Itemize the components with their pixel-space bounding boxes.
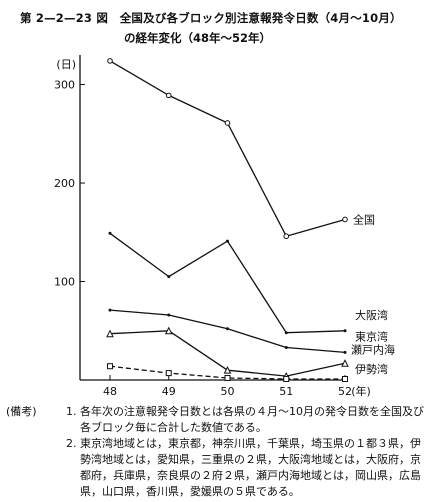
- data-point-1-1: [167, 275, 171, 279]
- data-point-0-1: [165, 92, 172, 99]
- note-text-1: 各年次の注意報発令日数とは各県の４月〜10月の発令日数を全国及び各ブロック毎に合…: [80, 405, 424, 434]
- notes-heading: (備考): [6, 405, 37, 418]
- data-point-4-4: [342, 376, 348, 383]
- series-label-3: 瀬戸内海: [351, 342, 395, 356]
- data-point-1-0: [108, 231, 112, 235]
- series-label-2: 東京湾: [355, 329, 388, 343]
- data-point-3-4: [341, 359, 349, 367]
- x-tick-label-50: 50: [221, 385, 235, 398]
- data-point-3-0: [106, 329, 114, 338]
- data-point-2-2: [226, 327, 229, 331]
- data-point-2-3: [284, 346, 288, 349]
- note-number-2: 2.: [66, 437, 77, 450]
- data-point-0-3: [283, 233, 290, 240]
- chart-subtitle: の経年変化（48年〜52年）: [124, 31, 272, 45]
- data-point-0-2: [224, 120, 231, 126]
- data-point-4-2: [224, 375, 231, 382]
- data-point-3-1: [164, 326, 173, 335]
- x-tick-label-48: 48: [103, 385, 117, 398]
- y-axis-label: (日): [56, 58, 76, 71]
- data-point-2-1: [167, 313, 171, 317]
- series-line-1: [109, 232, 346, 334]
- note-number-1: 1.: [66, 405, 77, 418]
- y-tick-label-200: 200: [54, 177, 75, 190]
- data-point-1-3: [284, 331, 288, 335]
- chart-title: 第 2—2—23 図 全国及び各ブロック別注意報発令日数（4月〜10月）: [20, 11, 402, 25]
- x-tick-label-52: 52: [338, 385, 352, 398]
- data-point-0-4: [342, 216, 348, 223]
- data-point-2-0: [108, 308, 112, 312]
- x-tick-label-49: 49: [162, 385, 176, 398]
- series-line-0: [109, 60, 346, 237]
- series-line-2: [109, 309, 346, 354]
- data-point-4-0: [107, 363, 113, 370]
- data-point-1-4: [343, 329, 347, 333]
- x-axis-label: (年): [351, 384, 371, 398]
- y-tick-label-300: 300: [54, 79, 75, 92]
- data-point-1-2: [226, 239, 229, 243]
- note-text-2: 東京湾地域とは，東京都，神奈川県，千葉県，埼玉県の１都３県，伊勢湾地域とは，愛知…: [80, 437, 421, 498]
- data-point-0-0: [107, 58, 113, 64]
- data-point-2-4: [343, 350, 347, 354]
- data-point-4-3: [283, 376, 290, 383]
- y-tick-label-100: 100: [54, 276, 75, 289]
- series-label-4: 伊勢湾: [355, 362, 388, 376]
- series-label-1: 大阪湾: [355, 308, 388, 322]
- series-line-4: [109, 365, 345, 380]
- series-label-0: 全国: [353, 212, 375, 226]
- data-point-3-2: [223, 366, 232, 374]
- x-tick-label-51: 51: [279, 385, 293, 398]
- data-point-4-1: [165, 370, 172, 377]
